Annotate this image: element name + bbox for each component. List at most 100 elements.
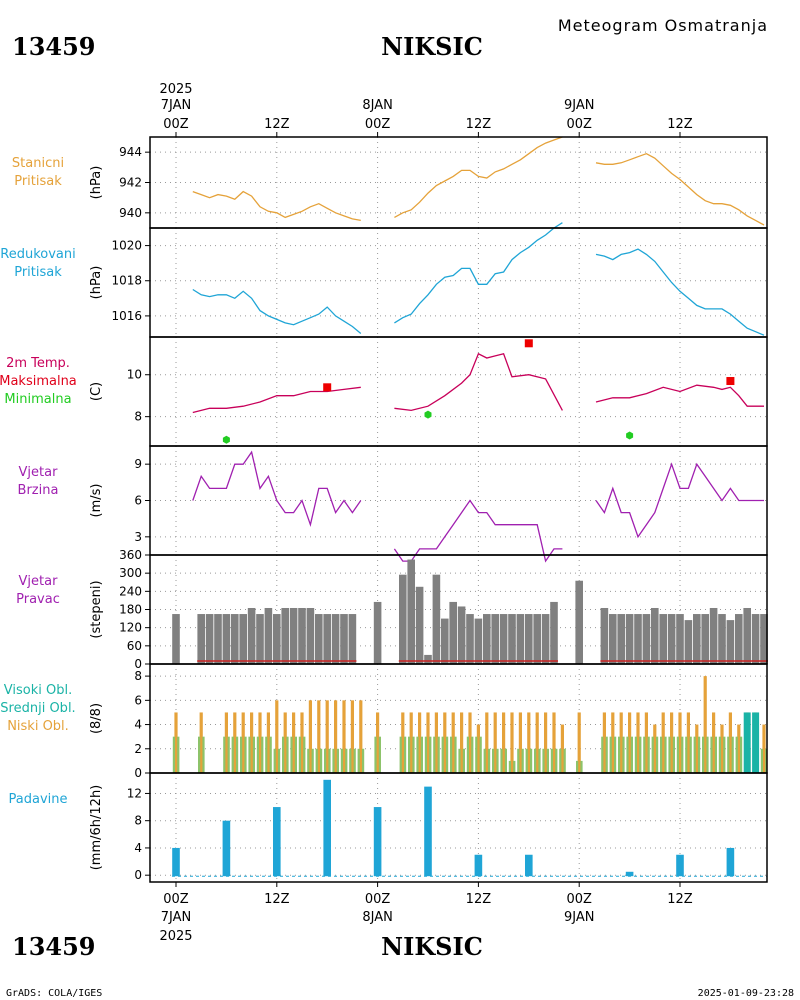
- cloud-mid-bar: [546, 748, 549, 773]
- y-tick-label: 1016: [111, 309, 142, 323]
- wind-dir-bar: [533, 614, 541, 664]
- cloud-mid-bar: [542, 748, 545, 773]
- panel-unit: (stepeni): [89, 580, 104, 638]
- wind-dir-bar: [634, 614, 642, 664]
- wind-dir-bar: [197, 614, 205, 664]
- wind-dir-bar: [424, 654, 432, 664]
- series-line-wind_speed-2: [595, 462, 764, 539]
- station-name-top: NIKSIC: [381, 32, 483, 61]
- series-line-station_pressure-1: [394, 136, 563, 218]
- bottom-hour-label: 00Z: [163, 892, 189, 907]
- cloud-mid-bar: [244, 736, 247, 773]
- cloud-mid-bar: [269, 736, 272, 773]
- series-line-station_pressure-2: [595, 152, 765, 226]
- panel-label-line: Vjetar: [19, 574, 59, 589]
- series-line-temperature_2m-1: [394, 352, 563, 412]
- wind-dir-bar: [508, 614, 516, 664]
- bottom-date-label: 9JAN: [564, 910, 595, 925]
- panel-label-line: Maksimalna: [0, 374, 77, 389]
- cloud-mid-bar: [424, 736, 427, 773]
- cloud-mid-bar: [676, 736, 679, 773]
- wind-dir-bar: [726, 620, 735, 664]
- cloud-mid-bar: [286, 736, 289, 773]
- cloud-mid-bar: [471, 736, 474, 773]
- cloud-low-bar: [703, 676, 707, 773]
- cloud-low-bar: [317, 700, 321, 773]
- wind-dir-bar: [441, 618, 449, 664]
- wind-dir-bar: [214, 614, 222, 664]
- y-tick-label: 3: [134, 530, 142, 544]
- cloud-mid-bar: [252, 736, 255, 773]
- cloud-mid-bar: [601, 736, 604, 773]
- cloud-mid-bar: [559, 748, 562, 773]
- panel-label-line: Pravac: [16, 592, 60, 607]
- wind-dir-bar: [205, 614, 214, 664]
- wind-dir-bar: [651, 607, 659, 664]
- panel-unit: (hPa): [89, 266, 104, 300]
- temp-min-marker: [424, 410, 432, 419]
- cloud-low-bar: [661, 712, 665, 773]
- cloud-low-bar: [535, 712, 539, 773]
- cloud-mid-bar: [298, 736, 301, 773]
- cloud-mid-bar: [492, 748, 495, 773]
- cloud-mid-bar: [672, 736, 675, 773]
- cloud-mid-bar: [618, 736, 621, 773]
- wind-dir-bar: [315, 614, 323, 664]
- cloud-mid-bar: [609, 736, 612, 773]
- cloud-mid-bar: [340, 748, 343, 773]
- product-title: Meteogram Osmatranja: [558, 16, 768, 35]
- year-label-top: 2025: [159, 82, 192, 97]
- cloud-low-bar: [174, 712, 178, 773]
- cloud-mid-bar: [441, 736, 444, 773]
- cloud-low-bar: [552, 712, 556, 773]
- cloud-mid-bar: [698, 736, 701, 773]
- precip-bar: [525, 854, 533, 877]
- wind-dir-bar: [642, 614, 651, 664]
- top-hour-label: 00Z: [163, 117, 189, 132]
- cloud-low-bar: [451, 712, 455, 773]
- panel-3: 2m Temp. Maksimalna Minimalna (C): [0, 337, 681, 446]
- precip-bar: [273, 807, 281, 877]
- top-hour-label: 00Z: [365, 117, 391, 132]
- wind-dir-bar: [399, 574, 407, 664]
- wind-dir-bar: [491, 614, 499, 664]
- cloud-low-bar: [628, 712, 632, 773]
- wind-dir-bar: [676, 614, 684, 664]
- panel-label-line: 2m Temp.: [6, 356, 70, 371]
- series-line-reduced_pressure-2: [595, 248, 765, 336]
- cloud-mid-bar: [399, 736, 402, 773]
- cloud-mid-bar: [706, 736, 709, 773]
- cloud-mid-bar: [345, 748, 348, 773]
- y-tick-label: 944: [119, 145, 142, 159]
- cloud-mid-bar: [639, 736, 642, 773]
- cloud-mid-bar: [265, 736, 268, 773]
- cloud-mid-bar: [702, 736, 705, 773]
- cloud-mid-bar: [408, 736, 411, 773]
- bottom-date-label: 7JAN: [161, 910, 192, 925]
- cloud-mid-bar: [513, 760, 516, 773]
- cloud-low-bar: [224, 712, 228, 773]
- temp-min-marker: [222, 435, 230, 444]
- panel-unit: (hPa): [89, 166, 104, 200]
- cloud-mid-bar: [466, 736, 469, 773]
- top-date-label: 8JAN: [362, 98, 393, 113]
- cloud-mid-bar: [332, 748, 335, 773]
- cloud-mid-bar: [357, 748, 360, 773]
- y-tick-label: 1018: [111, 274, 142, 288]
- top-date-label: 7JAN: [161, 98, 192, 113]
- cloud-mid-bar: [718, 736, 721, 773]
- top-hour-label: 12Z: [466, 117, 492, 132]
- wind-dir-bar: [256, 614, 264, 664]
- cloud-mid-bar: [437, 736, 440, 773]
- cloud-low-bar: [283, 712, 287, 773]
- cloud-mid-bar: [479, 736, 482, 773]
- cloud-mid-bar: [483, 748, 486, 773]
- wind-dir-bar: [449, 601, 457, 664]
- cloud-low-bar: [611, 712, 615, 773]
- cloud-mid-bar: [378, 736, 381, 773]
- panel-label-line: Visoki Obl.: [4, 683, 72, 698]
- wind-dir-bar: [340, 614, 348, 664]
- wind-dir-bar: [550, 601, 558, 664]
- cloud-mid-bar: [362, 748, 365, 773]
- panel-unit: (8/8): [89, 703, 104, 734]
